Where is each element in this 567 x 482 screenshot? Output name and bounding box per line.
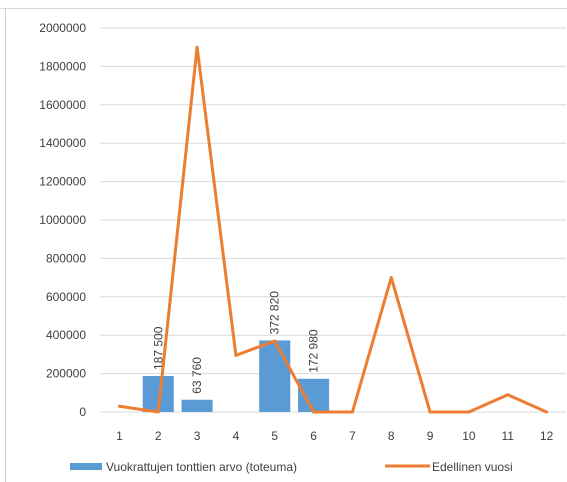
window-top-edge bbox=[0, 0, 567, 9]
x-tick-label: 10 bbox=[462, 429, 476, 443]
x-tick-label: 1 bbox=[116, 429, 123, 443]
bar-data-label: 187 500 bbox=[151, 326, 165, 370]
y-tick-label: 400000 bbox=[46, 328, 86, 342]
x-tick-label: 5 bbox=[271, 429, 278, 443]
line-point bbox=[156, 410, 160, 414]
legend: Vuokrattujen tonttien arvo (toteuma) Edel… bbox=[70, 460, 513, 474]
line-point bbox=[234, 353, 238, 357]
line-series-path bbox=[119, 45, 548, 414]
x-tick-label: 3 bbox=[194, 429, 201, 443]
y-axis-tick-labels: 0 200000 400000 600000 800000 1000000 1200000 1… bbox=[39, 21, 86, 419]
line-point bbox=[467, 410, 471, 414]
line-point bbox=[312, 410, 316, 414]
x-tick-label: 7 bbox=[349, 429, 356, 443]
line-point bbox=[389, 276, 393, 280]
x-tick-label: 4 bbox=[233, 429, 240, 443]
x-tick-label: 8 bbox=[388, 429, 395, 443]
line-point bbox=[117, 404, 121, 408]
y-tick-label: 1200000 bbox=[39, 175, 86, 189]
y-tick-label: 800000 bbox=[46, 251, 86, 265]
x-tick-label: 11 bbox=[502, 429, 515, 443]
y-tick-label: 200000 bbox=[46, 367, 86, 381]
x-tick-label: 6 bbox=[310, 429, 317, 443]
line-point bbox=[545, 410, 549, 414]
bar-data-labels: 187 500 63 760 372 820 172 980 bbox=[151, 291, 320, 394]
x-tick-label: 2 bbox=[155, 429, 162, 443]
legend-label-line: Edellinen vuosi bbox=[432, 460, 513, 474]
gridlines bbox=[100, 27, 566, 413]
y-tick-label: 1800000 bbox=[39, 59, 86, 73]
y-tick-label: 600000 bbox=[46, 290, 86, 304]
bar bbox=[259, 340, 291, 412]
y-tick-label: 1600000 bbox=[39, 98, 86, 112]
y-tick-label: 1400000 bbox=[39, 136, 86, 150]
window-left-edge bbox=[5, 8, 6, 482]
line-point bbox=[273, 339, 277, 343]
line-series bbox=[117, 45, 549, 414]
y-tick-label: 0 bbox=[79, 405, 86, 419]
line-point bbox=[350, 410, 354, 414]
y-tick-label: 1000000 bbox=[39, 213, 86, 227]
x-tick-label: 9 bbox=[427, 429, 434, 443]
bar-data-label: 63 760 bbox=[190, 357, 204, 394]
line-point bbox=[506, 393, 510, 397]
x-tick-label: 12 bbox=[540, 429, 554, 443]
line-point bbox=[195, 45, 199, 49]
bar-data-label: 372 820 bbox=[268, 291, 282, 335]
y-tick-label: 2000000 bbox=[39, 21, 86, 35]
x-axis-tick-labels: 1 2 3 4 5 6 7 8 9 10 11 12 bbox=[116, 429, 554, 443]
bar-data-label: 172 980 bbox=[307, 329, 321, 373]
bar bbox=[298, 378, 330, 412]
legend-label-bar: Vuokrattujen tonttien arvo (toteuma) bbox=[106, 460, 297, 474]
bar bbox=[181, 399, 213, 412]
legend-swatch-bar bbox=[70, 463, 102, 470]
line-point bbox=[428, 410, 432, 414]
